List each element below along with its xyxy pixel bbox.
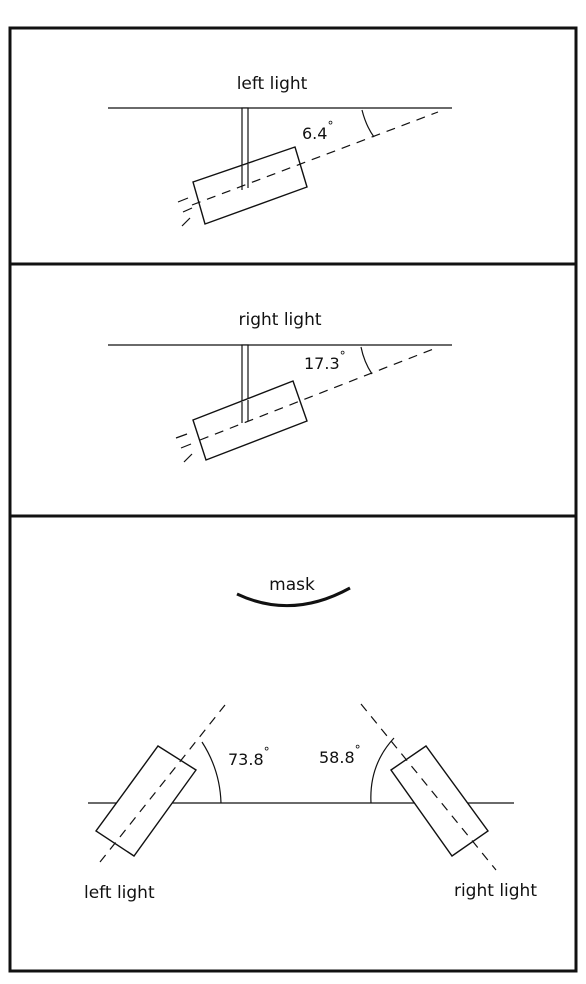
panel-borders: [8, 26, 578, 973]
right-angle-arc: [370, 737, 395, 804]
panel-middle-beam-axis: [199, 347, 437, 441]
panel-top-angle-arc: [361, 109, 375, 138]
panel-top-angle-label: 6.4°: [302, 119, 333, 143]
mask-shape: [236, 586, 351, 608]
left-light-axis: [99, 704, 226, 863]
panel-bottom: mask 73.8° 58.8° left light right light: [84, 575, 537, 903]
panel-middle-angle-label: 17.3°: [304, 349, 346, 373]
panel-middle: right light 17.3°: [108, 310, 452, 463]
panel-top-beam-axis: [191, 111, 439, 206]
panel-top-light-body: [192, 146, 308, 225]
right-light-body: [390, 745, 489, 857]
panel-middle-light-rays: [175, 433, 193, 463]
panel-bottom-border: [8, 514, 578, 973]
panel-top-title: left light: [237, 74, 308, 94]
panel-top: left light 6.4°: [108, 74, 452, 227]
right-light-label: right light: [454, 881, 537, 901]
left-light-label: left light: [84, 883, 155, 903]
right-light-axis: [360, 703, 497, 871]
panel-middle-title: right light: [238, 310, 321, 330]
right-angle-label: 58.8°: [319, 743, 361, 767]
panel-middle-angle-arc: [360, 346, 373, 375]
left-light-body: [95, 745, 198, 857]
panel-top-light-rays: [177, 197, 193, 227]
left-angle-label: 73.8°: [228, 745, 270, 769]
panel-top-border: [8, 26, 578, 266]
left-angle-arc: [201, 741, 222, 804]
mask-label: mask: [269, 575, 315, 595]
